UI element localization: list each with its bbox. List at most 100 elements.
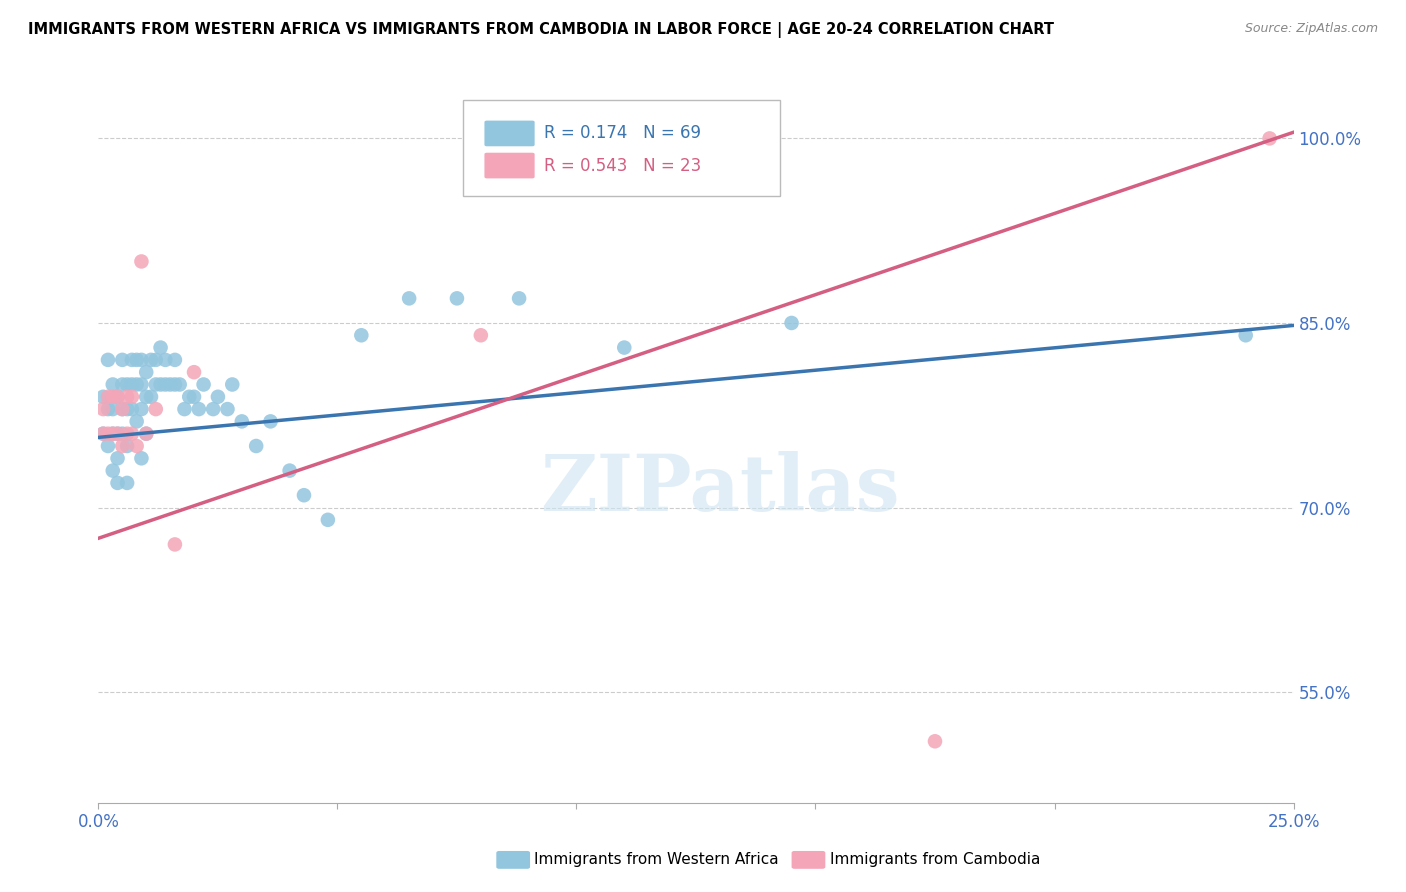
Point bbox=[107, 390, 129, 404]
Point bbox=[115, 402, 138, 417]
Point bbox=[97, 439, 120, 453]
Point bbox=[613, 341, 636, 355]
Point bbox=[135, 426, 157, 441]
Point bbox=[125, 439, 148, 453]
Point bbox=[107, 390, 129, 404]
Point bbox=[111, 426, 134, 441]
Point bbox=[292, 488, 315, 502]
Point bbox=[145, 352, 167, 367]
Point bbox=[131, 377, 153, 392]
Point bbox=[398, 291, 420, 305]
Point bbox=[101, 402, 124, 417]
Point bbox=[115, 426, 138, 441]
Point bbox=[163, 377, 186, 392]
Point bbox=[107, 475, 129, 490]
Point bbox=[91, 402, 114, 417]
Point bbox=[155, 377, 177, 392]
Point bbox=[131, 254, 153, 268]
Point bbox=[163, 352, 186, 367]
Point bbox=[149, 341, 172, 355]
Point bbox=[111, 402, 134, 417]
Point bbox=[221, 377, 243, 392]
Point bbox=[101, 464, 124, 478]
Point bbox=[278, 464, 301, 478]
Point bbox=[316, 513, 339, 527]
Point bbox=[125, 352, 148, 367]
Point bbox=[115, 475, 138, 490]
Point bbox=[121, 426, 143, 441]
Point bbox=[107, 426, 129, 441]
Point bbox=[169, 377, 191, 392]
Text: Immigrants from Western Africa: Immigrants from Western Africa bbox=[534, 853, 779, 867]
Point bbox=[470, 328, 492, 343]
Point bbox=[107, 426, 129, 441]
Point bbox=[121, 377, 143, 392]
Point bbox=[155, 352, 177, 367]
Point bbox=[97, 390, 120, 404]
Point bbox=[446, 291, 468, 305]
Point bbox=[111, 402, 134, 417]
Point bbox=[131, 451, 153, 466]
Point bbox=[115, 390, 138, 404]
Point bbox=[183, 365, 205, 379]
Text: IMMIGRANTS FROM WESTERN AFRICA VS IMMIGRANTS FROM CAMBODIA IN LABOR FORCE | AGE : IMMIGRANTS FROM WESTERN AFRICA VS IMMIGR… bbox=[28, 22, 1054, 38]
Point bbox=[924, 734, 946, 748]
Point bbox=[179, 390, 201, 404]
Point bbox=[101, 390, 124, 404]
Point bbox=[231, 414, 253, 428]
Point bbox=[202, 402, 225, 417]
Point bbox=[173, 402, 195, 417]
Point bbox=[107, 451, 129, 466]
Point bbox=[135, 426, 157, 441]
Point bbox=[121, 352, 143, 367]
Text: ZIPatlas: ZIPatlas bbox=[540, 450, 900, 527]
Point bbox=[121, 402, 143, 417]
Point bbox=[183, 390, 205, 404]
Point bbox=[159, 377, 181, 392]
Point bbox=[508, 291, 530, 305]
Point bbox=[111, 439, 134, 453]
Point bbox=[350, 328, 373, 343]
Text: Immigrants from Cambodia: Immigrants from Cambodia bbox=[830, 853, 1040, 867]
Point bbox=[187, 402, 209, 417]
Point bbox=[780, 316, 803, 330]
FancyBboxPatch shape bbox=[485, 153, 534, 178]
Point bbox=[145, 402, 167, 417]
Point bbox=[135, 365, 157, 379]
Point bbox=[125, 414, 148, 428]
Point bbox=[115, 377, 138, 392]
Point bbox=[97, 426, 120, 441]
Point bbox=[91, 426, 114, 441]
Point bbox=[135, 390, 157, 404]
Point bbox=[101, 377, 124, 392]
Point bbox=[111, 352, 134, 367]
Point bbox=[121, 390, 143, 404]
Point bbox=[91, 390, 114, 404]
Point bbox=[131, 352, 153, 367]
Point bbox=[217, 402, 239, 417]
Point bbox=[91, 426, 114, 441]
Point bbox=[163, 537, 186, 551]
Point bbox=[131, 402, 153, 417]
Point bbox=[125, 377, 148, 392]
Text: R = 0.543   N = 23: R = 0.543 N = 23 bbox=[544, 157, 702, 175]
Point bbox=[1234, 328, 1257, 343]
Text: Source: ZipAtlas.com: Source: ZipAtlas.com bbox=[1244, 22, 1378, 36]
Point bbox=[207, 390, 229, 404]
Point bbox=[245, 439, 267, 453]
Point bbox=[1258, 131, 1281, 145]
Point bbox=[97, 352, 120, 367]
Point bbox=[101, 426, 124, 441]
FancyBboxPatch shape bbox=[485, 120, 534, 146]
Point bbox=[139, 390, 162, 404]
Point bbox=[149, 377, 172, 392]
Point bbox=[115, 439, 138, 453]
Text: R = 0.174   N = 69: R = 0.174 N = 69 bbox=[544, 125, 702, 143]
Point bbox=[259, 414, 281, 428]
Point bbox=[193, 377, 215, 392]
Point bbox=[97, 402, 120, 417]
Point bbox=[145, 377, 167, 392]
FancyBboxPatch shape bbox=[463, 100, 780, 196]
Point bbox=[101, 426, 124, 441]
Point bbox=[139, 352, 162, 367]
